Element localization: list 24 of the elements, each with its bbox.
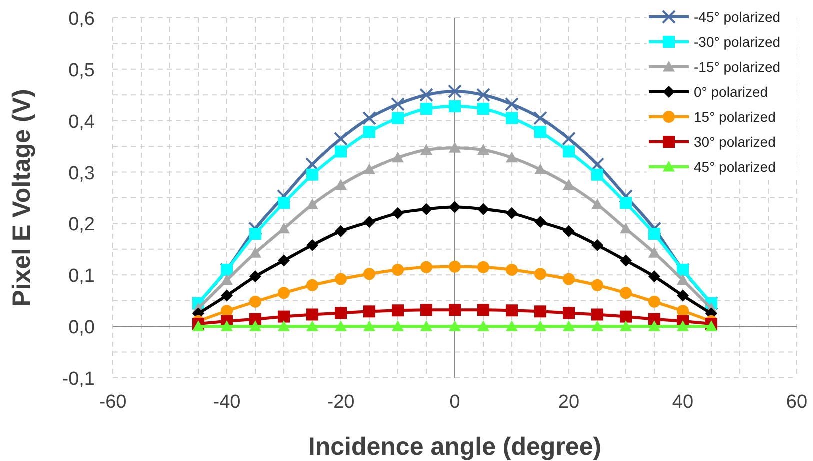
y-tick-label: -0,1 <box>62 369 95 390</box>
legend-label: 30° polarized <box>694 134 776 150</box>
legend-label: 45° polarized <box>694 159 776 175</box>
legend-label: -15° polarized <box>694 59 781 75</box>
x-tick-label: -60 <box>99 392 127 413</box>
y-tick-label: 0,5 <box>68 60 95 82</box>
y-tick-label: 0,1 <box>68 266 95 288</box>
x-tick-label: 0 <box>450 392 460 413</box>
legend-label: 15° polarized <box>694 109 776 125</box>
y-tick-label: 0,6 <box>68 9 95 30</box>
y-tick-label: 0,0 <box>68 318 95 339</box>
x-tick-label: 20 <box>558 392 580 413</box>
y-axis-title: Pixel E Voltage (V) <box>8 89 36 307</box>
y-tick-label: 0,2 <box>68 214 95 236</box>
x-tick-label: -20 <box>327 392 355 413</box>
legend-label: -45° polarized <box>694 9 781 25</box>
x-tick-label: -40 <box>213 392 241 413</box>
y-tick-label: 0,4 <box>68 112 96 133</box>
legend-label: 0° polarized <box>694 84 768 100</box>
x-axis-title: Incidence angle (degree) <box>308 433 602 461</box>
legend-label: -30° polarized <box>694 34 781 50</box>
x-tick-label: 60 <box>786 392 808 413</box>
x-tick-label: 40 <box>672 392 694 413</box>
y-tick-label: 0,3 <box>68 163 95 184</box>
